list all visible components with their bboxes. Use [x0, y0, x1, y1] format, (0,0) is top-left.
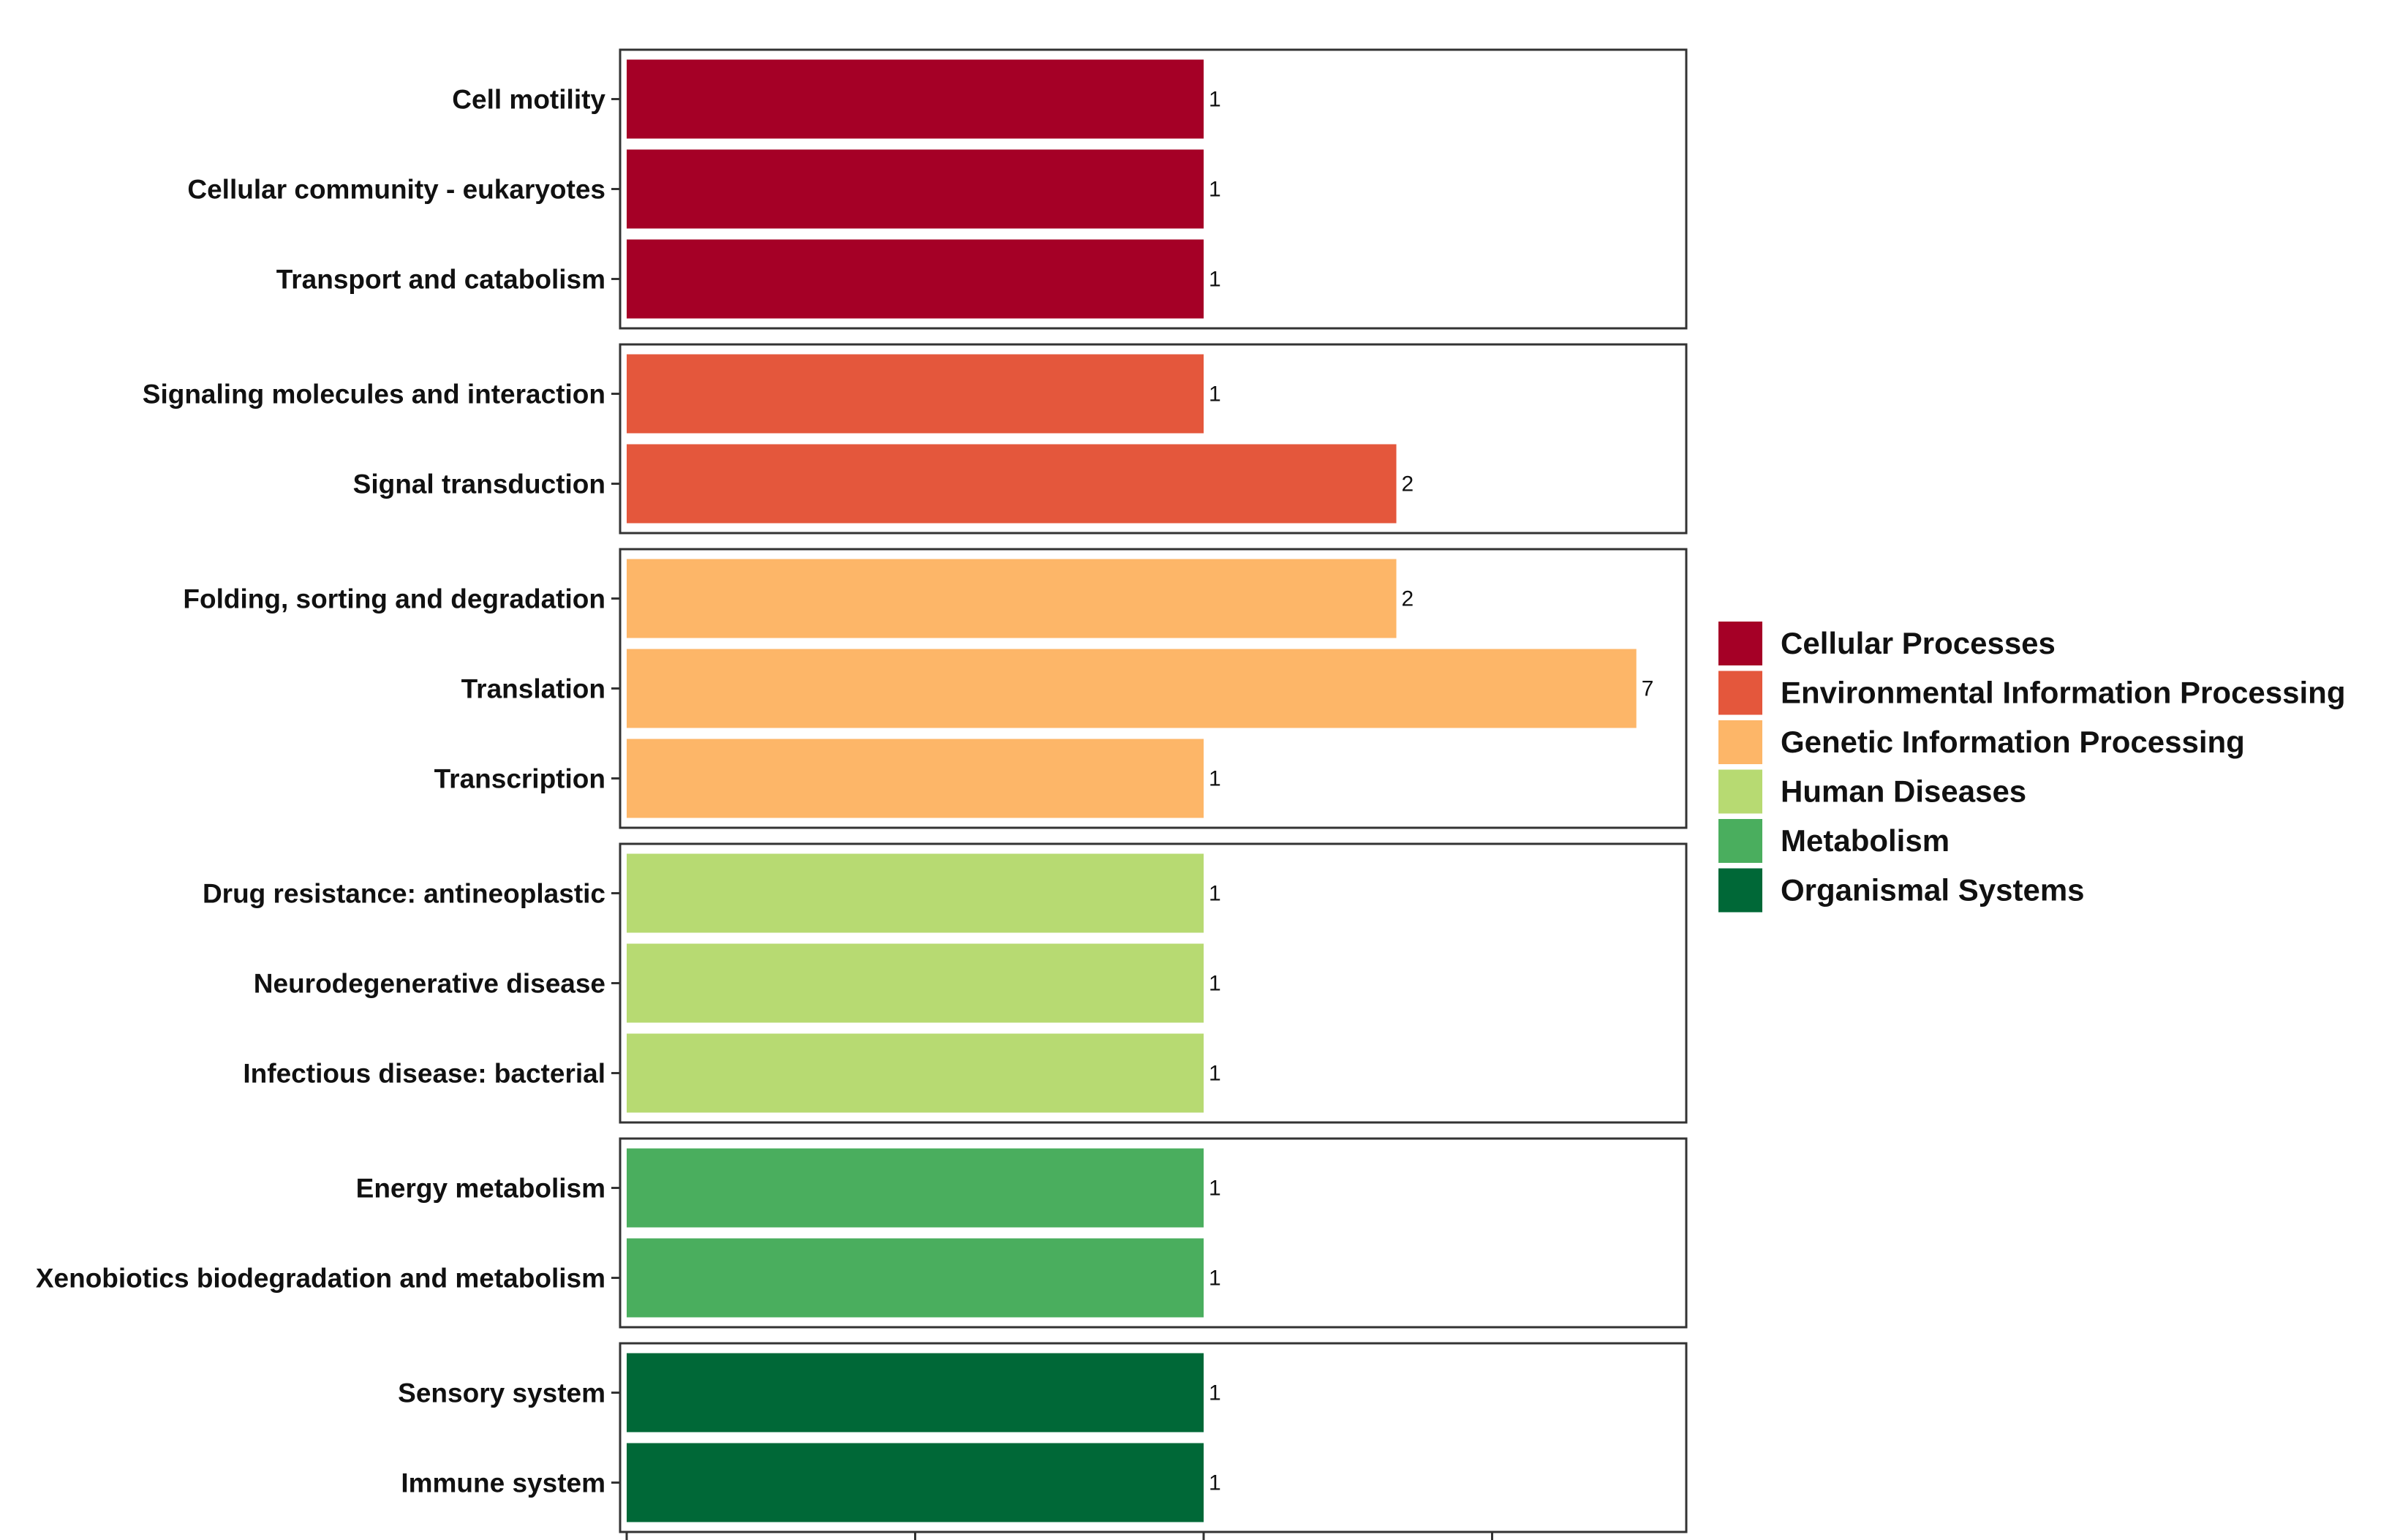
value-label-cellular-community-eukaryotes: 1: [1209, 178, 1221, 202]
value-label-xenobiotics-biodegradation-and-metabolism: 1: [1209, 1267, 1221, 1291]
category-label-folding-sorting-and-degradation: Folding, sorting and degradation: [183, 584, 605, 614]
bar-energy-metabolism: [627, 1148, 1204, 1228]
value-label-cell-motility: 1: [1209, 88, 1221, 112]
bar-translation: [627, 649, 1637, 728]
panel-border-3: [619, 842, 1688, 1124]
bar-transcription: [627, 739, 1204, 818]
category-label-cellular-community-eukaryotes: Cellular community - eukaryotes: [187, 175, 605, 205]
category-label-drug-resistance-antineoplastic: Drug resistance: antineoplastic: [203, 879, 605, 909]
panel-0: 1 Cell motility 1 Cellular community - euka…: [187, 48, 1688, 330]
legend-key-environmental-information-processing: [1718, 671, 1762, 715]
panel-border-5: [619, 1342, 1688, 1533]
panel-border-1: [619, 343, 1688, 535]
legend-label-genetic-information-processing: Genetic Information Processing: [1781, 725, 2245, 759]
bar-sensory-system: [627, 1353, 1204, 1433]
legend-label-environmental-information-processing: Environmental Information Processing: [1781, 676, 2345, 710]
bar-cellular-community-eukaryotes: [627, 149, 1204, 229]
legend-label-human-diseases: Human Diseases: [1781, 774, 2026, 809]
value-label-transcription: 1: [1209, 767, 1221, 791]
legend-label-metabolism: Metabolism: [1781, 823, 1950, 858]
value-label-folding-sorting-and-degradation: 2: [1402, 587, 1414, 611]
category-label-translation: Translation: [461, 674, 605, 704]
category-label-transport-and-catabolism: Transport and catabolism: [276, 265, 605, 295]
panel-border-4: [619, 1137, 1688, 1329]
value-label-transport-and-catabolism: 1: [1209, 268, 1221, 292]
value-label-immune-system: 1: [1209, 1471, 1221, 1495]
value-label-signal-transduction: 2: [1402, 472, 1414, 497]
value-label-energy-metabolism: 1: [1209, 1177, 1221, 1201]
category-label-immune-system: Immune system: [401, 1468, 605, 1498]
category-label-energy-metabolism: Energy metabolism: [356, 1174, 605, 1204]
value-label-translation: 7: [1642, 677, 1654, 701]
legend-key-metabolism: [1718, 819, 1762, 863]
bar-signal-transduction: [627, 444, 1397, 524]
bar-xenobiotics-biodegradation-and-metabolism: [627, 1238, 1204, 1318]
bar-transport-and-catabolism: [627, 239, 1204, 319]
category-label-xenobiotics-biodegradation-and-metabolism: Xenobiotics biodegradation and metabolis…: [36, 1264, 605, 1294]
category-label-cell-motility: Cell motility: [452, 85, 605, 115]
legend-key-genetic-information-processing: [1718, 720, 1762, 764]
panel-3: 1 Drug resistance: antineoplastic 1 Neurode…: [203, 842, 1688, 1124]
panel-5: 1 Sensory system 1 Immune system: [398, 1342, 1688, 1533]
bar-drug-resistance-antineoplastic: [627, 853, 1204, 933]
bar-folding-sorting-and-degradation: [627, 559, 1397, 638]
panel-4: 1 Energy metabolism 1 Xenobiotics biodegrad…: [36, 1137, 1688, 1329]
bar-signaling-molecules-and-interaction: [627, 354, 1204, 434]
legend: Cellular Processes Environmental Informat…: [1718, 622, 2345, 913]
value-label-neurodegenerative-disease: 1: [1209, 972, 1221, 996]
category-label-signal-transduction: Signal transduction: [353, 469, 605, 499]
category-label-neurodegenerative-disease: Neurodegenerative disease: [254, 969, 605, 999]
category-label-transcription: Transcription: [434, 764, 605, 794]
panel-border-2: [619, 548, 1688, 829]
value-label-drug-resistance-antineoplastic: 1: [1209, 882, 1221, 906]
legend-key-organismal-systems: [1718, 868, 1762, 913]
category-label-signaling-molecules-and-interaction: Signaling molecules and interaction: [143, 380, 605, 409]
category-label-sensory-system: Sensory system: [398, 1378, 605, 1408]
value-label-sensory-system: 1: [1209, 1381, 1221, 1405]
bar-infectious-disease-bacterial: [627, 1033, 1204, 1113]
value-label-infectious-disease-bacterial: 1: [1209, 1062, 1221, 1086]
bar-immune-system: [627, 1443, 1204, 1522]
value-label-signaling-molecules-and-interaction: 1: [1209, 382, 1221, 407]
panel-2: 2 Folding, sorting and degradation 7 Transl…: [183, 548, 1688, 829]
legend-key-cellular-processes: [1718, 622, 1762, 665]
bar-neurodegenerative-disease: [627, 943, 1204, 1023]
legend-key-human-diseases: [1718, 769, 1762, 814]
category-label-infectious-disease-bacterial: Infectious disease: bacterial: [243, 1059, 605, 1089]
bar-cell-motility: [627, 59, 1204, 139]
legend-label-organismal-systems: Organismal Systems: [1781, 873, 2085, 907]
legend-label-cellular-processes: Cellular Processes: [1781, 626, 2056, 660]
panel-border-0: [619, 48, 1688, 330]
panel-1: 1 Signaling molecules and interaction 2 Sig…: [143, 343, 1688, 535]
